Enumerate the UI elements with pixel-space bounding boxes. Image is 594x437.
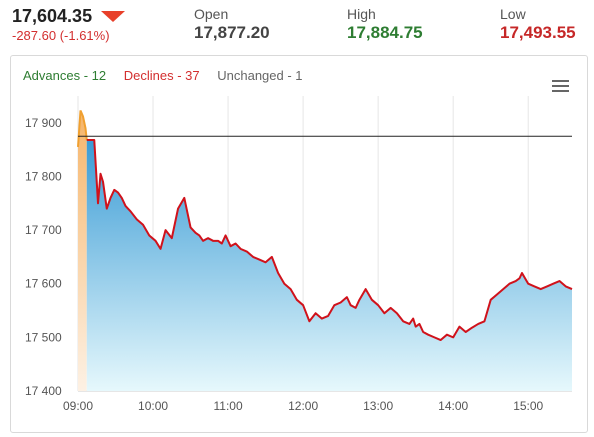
low-value: 17,493.55: [500, 23, 576, 42]
x-tick-label: 12:00: [288, 399, 318, 413]
price-change: -287.60 (-1.61%): [12, 28, 110, 43]
y-tick-label: 17 600: [25, 277, 62, 291]
preopen-line: [77, 110, 88, 148]
high-value: 17,884.75: [347, 23, 423, 42]
advances-count: Advances - 12: [23, 68, 107, 83]
last-price: 17,604.35: [12, 6, 93, 26]
index-area: [86, 139, 573, 391]
y-tick-label: 17 800: [25, 169, 62, 183]
open-label: Open: [194, 6, 229, 22]
market-breadth: Advances - 12 Declines - 37 Unchanged - …: [23, 68, 317, 83]
x-tick-label: 15:00: [513, 399, 543, 413]
down-arrow-icon: [101, 11, 125, 22]
x-tick-label: 14:00: [438, 399, 468, 413]
x-tick-label: 10:00: [138, 399, 168, 413]
declines-count: Declines - 37: [123, 68, 200, 83]
chart-menu-icon[interactable]: [552, 80, 569, 93]
low-label: Low: [500, 6, 526, 22]
preopen-area: [78, 110, 87, 392]
open-value: 17,877.20: [194, 23, 270, 42]
unchanged-count: Unchanged - 1: [217, 68, 303, 83]
chart-card: Advances - 12 Declines - 37 Unchanged - …: [10, 55, 588, 433]
y-tick-label: 17 500: [25, 330, 62, 344]
index-line: [86, 138, 573, 342]
intraday-chart: 09:00 10:00 11:00 12:00 13:00 14:00 15:00 17 40…: [25, 96, 573, 413]
high-label: High: [347, 6, 376, 22]
y-tick-label: 17 400: [25, 384, 62, 398]
x-tick-label: 09:00: [63, 399, 93, 413]
x-tick-label: 11:00: [214, 399, 243, 413]
y-tick-label: 17 700: [25, 223, 62, 237]
x-tick-label: 13:00: [363, 399, 393, 413]
y-tick-label: 17 900: [25, 116, 62, 130]
